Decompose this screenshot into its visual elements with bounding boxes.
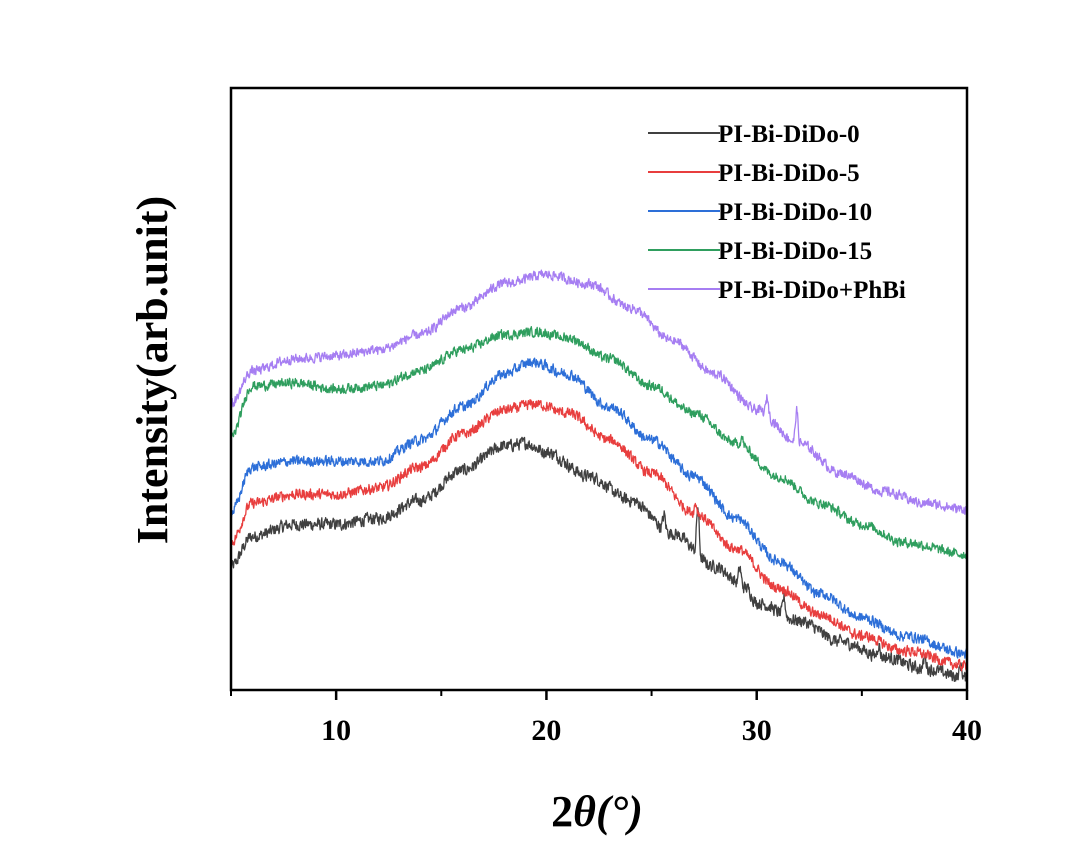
x-tick-label: 40 bbox=[952, 714, 982, 747]
series-line bbox=[230, 325, 968, 561]
series-line bbox=[230, 399, 968, 673]
legend-label: PI-Bi-DiDo+PhBi bbox=[718, 277, 906, 304]
legend-label: PI-Bi-DiDo-10 bbox=[718, 199, 872, 226]
y-axis-title: Intensity(arb.unit) bbox=[128, 196, 177, 544]
x-axis-title-theta: θ bbox=[573, 787, 596, 836]
legend-label: PI-Bi-DiDo-15 bbox=[718, 238, 872, 265]
x-axis-tick-labels: 10 20 30 40 bbox=[321, 714, 982, 747]
x-axis-title: 2θ(°) bbox=[551, 787, 643, 836]
x-tick-label: 20 bbox=[531, 714, 561, 747]
x-axis-title-prefix: 2 bbox=[551, 787, 573, 836]
legend-item: PI-Bi-DiDo-5 bbox=[648, 160, 860, 187]
plot-frame bbox=[229, 86, 969, 692]
x-axis-ticks bbox=[230, 690, 969, 700]
series-line bbox=[230, 436, 968, 683]
x-axis-title-unit: (°) bbox=[596, 787, 643, 836]
legend-item: PI-Bi-DiDo-15 bbox=[648, 238, 872, 265]
x-tick-label: 10 bbox=[321, 714, 351, 747]
legend-label: PI-Bi-DiDo-0 bbox=[718, 121, 860, 148]
legend-label: PI-Bi-DiDo-5 bbox=[718, 160, 860, 187]
series-line bbox=[230, 269, 968, 515]
legend-item: PI-Bi-DiDo-10 bbox=[648, 199, 872, 226]
legend-item: PI-Bi-DiDo+PhBi bbox=[648, 277, 906, 304]
series-layer bbox=[230, 269, 968, 683]
series-line bbox=[230, 357, 968, 659]
legend-item: PI-Bi-DiDo-0 bbox=[648, 121, 860, 148]
x-tick-label: 30 bbox=[742, 714, 772, 747]
legend: PI-Bi-DiDo-0 PI-Bi-DiDo-5 PI-Bi-DiDo-10 PI-… bbox=[648, 121, 906, 304]
